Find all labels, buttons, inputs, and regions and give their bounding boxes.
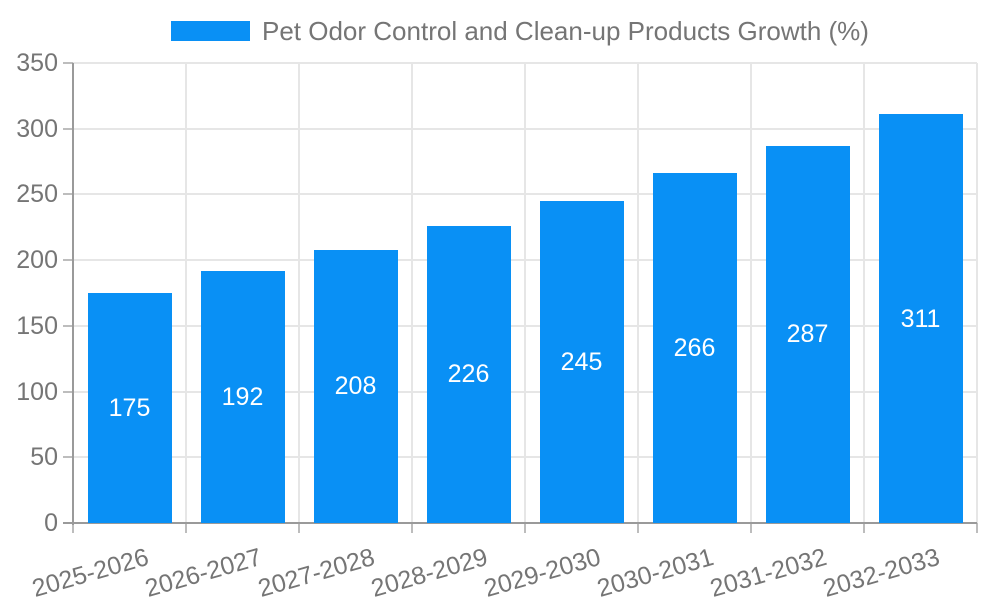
bar-value-label: 208	[334, 372, 377, 401]
y-axis-label: 150	[16, 311, 58, 340]
legend-swatch	[171, 21, 250, 41]
bar-value-label: 175	[108, 394, 151, 422]
y-axis-label: 350	[16, 49, 58, 77]
x-axis-tick	[185, 523, 187, 533]
v-gridline	[185, 63, 187, 523]
x-axis-line	[63, 522, 977, 524]
x-axis-tick	[298, 523, 300, 533]
y-axis-label: 0	[44, 509, 58, 537]
y-axis-label: 200	[16, 246, 58, 275]
bar-value-label: 245	[560, 348, 603, 376]
legend-label: Pet Odor Control and Clean-up Products G…	[262, 16, 869, 46]
v-gridline	[637, 63, 639, 523]
bar	[765, 145, 850, 523]
y-axis-tick	[63, 324, 73, 327]
bar	[878, 114, 963, 523]
bar-value-label: 192	[221, 382, 264, 411]
v-gridline	[411, 63, 413, 523]
y-axis-label: 250	[16, 180, 58, 209]
x-axis-tick	[863, 523, 865, 533]
y-axis-tick	[63, 127, 73, 130]
x-axis-tick	[976, 523, 978, 533]
bar-value-label: 226	[447, 360, 490, 389]
v-gridline	[863, 63, 865, 523]
bar	[652, 173, 737, 523]
x-axis-tick	[750, 523, 752, 533]
bar	[313, 249, 398, 523]
y-axis-tick	[63, 259, 73, 262]
y-axis-label: 100	[16, 377, 58, 406]
x-axis-tick	[637, 523, 639, 533]
y-axis-label: 300	[16, 114, 58, 143]
bar	[426, 225, 511, 523]
x-axis-tick	[411, 523, 413, 533]
v-gridline	[750, 63, 752, 523]
v-gridline	[524, 63, 526, 523]
y-axis-tick	[63, 62, 73, 64]
bar	[87, 293, 172, 523]
y-axis-line	[72, 63, 74, 525]
bar-value-label: 266	[673, 334, 716, 363]
bar-value-label: 287	[786, 320, 829, 349]
v-gridline	[976, 63, 978, 523]
bar	[539, 201, 624, 523]
y-axis-tick	[63, 193, 73, 196]
x-axis-tick	[72, 523, 74, 533]
y-axis-tick	[63, 456, 73, 459]
y-axis-tick	[63, 390, 73, 393]
y-axis-label: 50	[30, 443, 58, 472]
bar-value-label: 311	[900, 304, 941, 333]
v-gridline	[298, 63, 300, 523]
x-axis-tick	[524, 523, 526, 533]
bar	[200, 270, 285, 523]
